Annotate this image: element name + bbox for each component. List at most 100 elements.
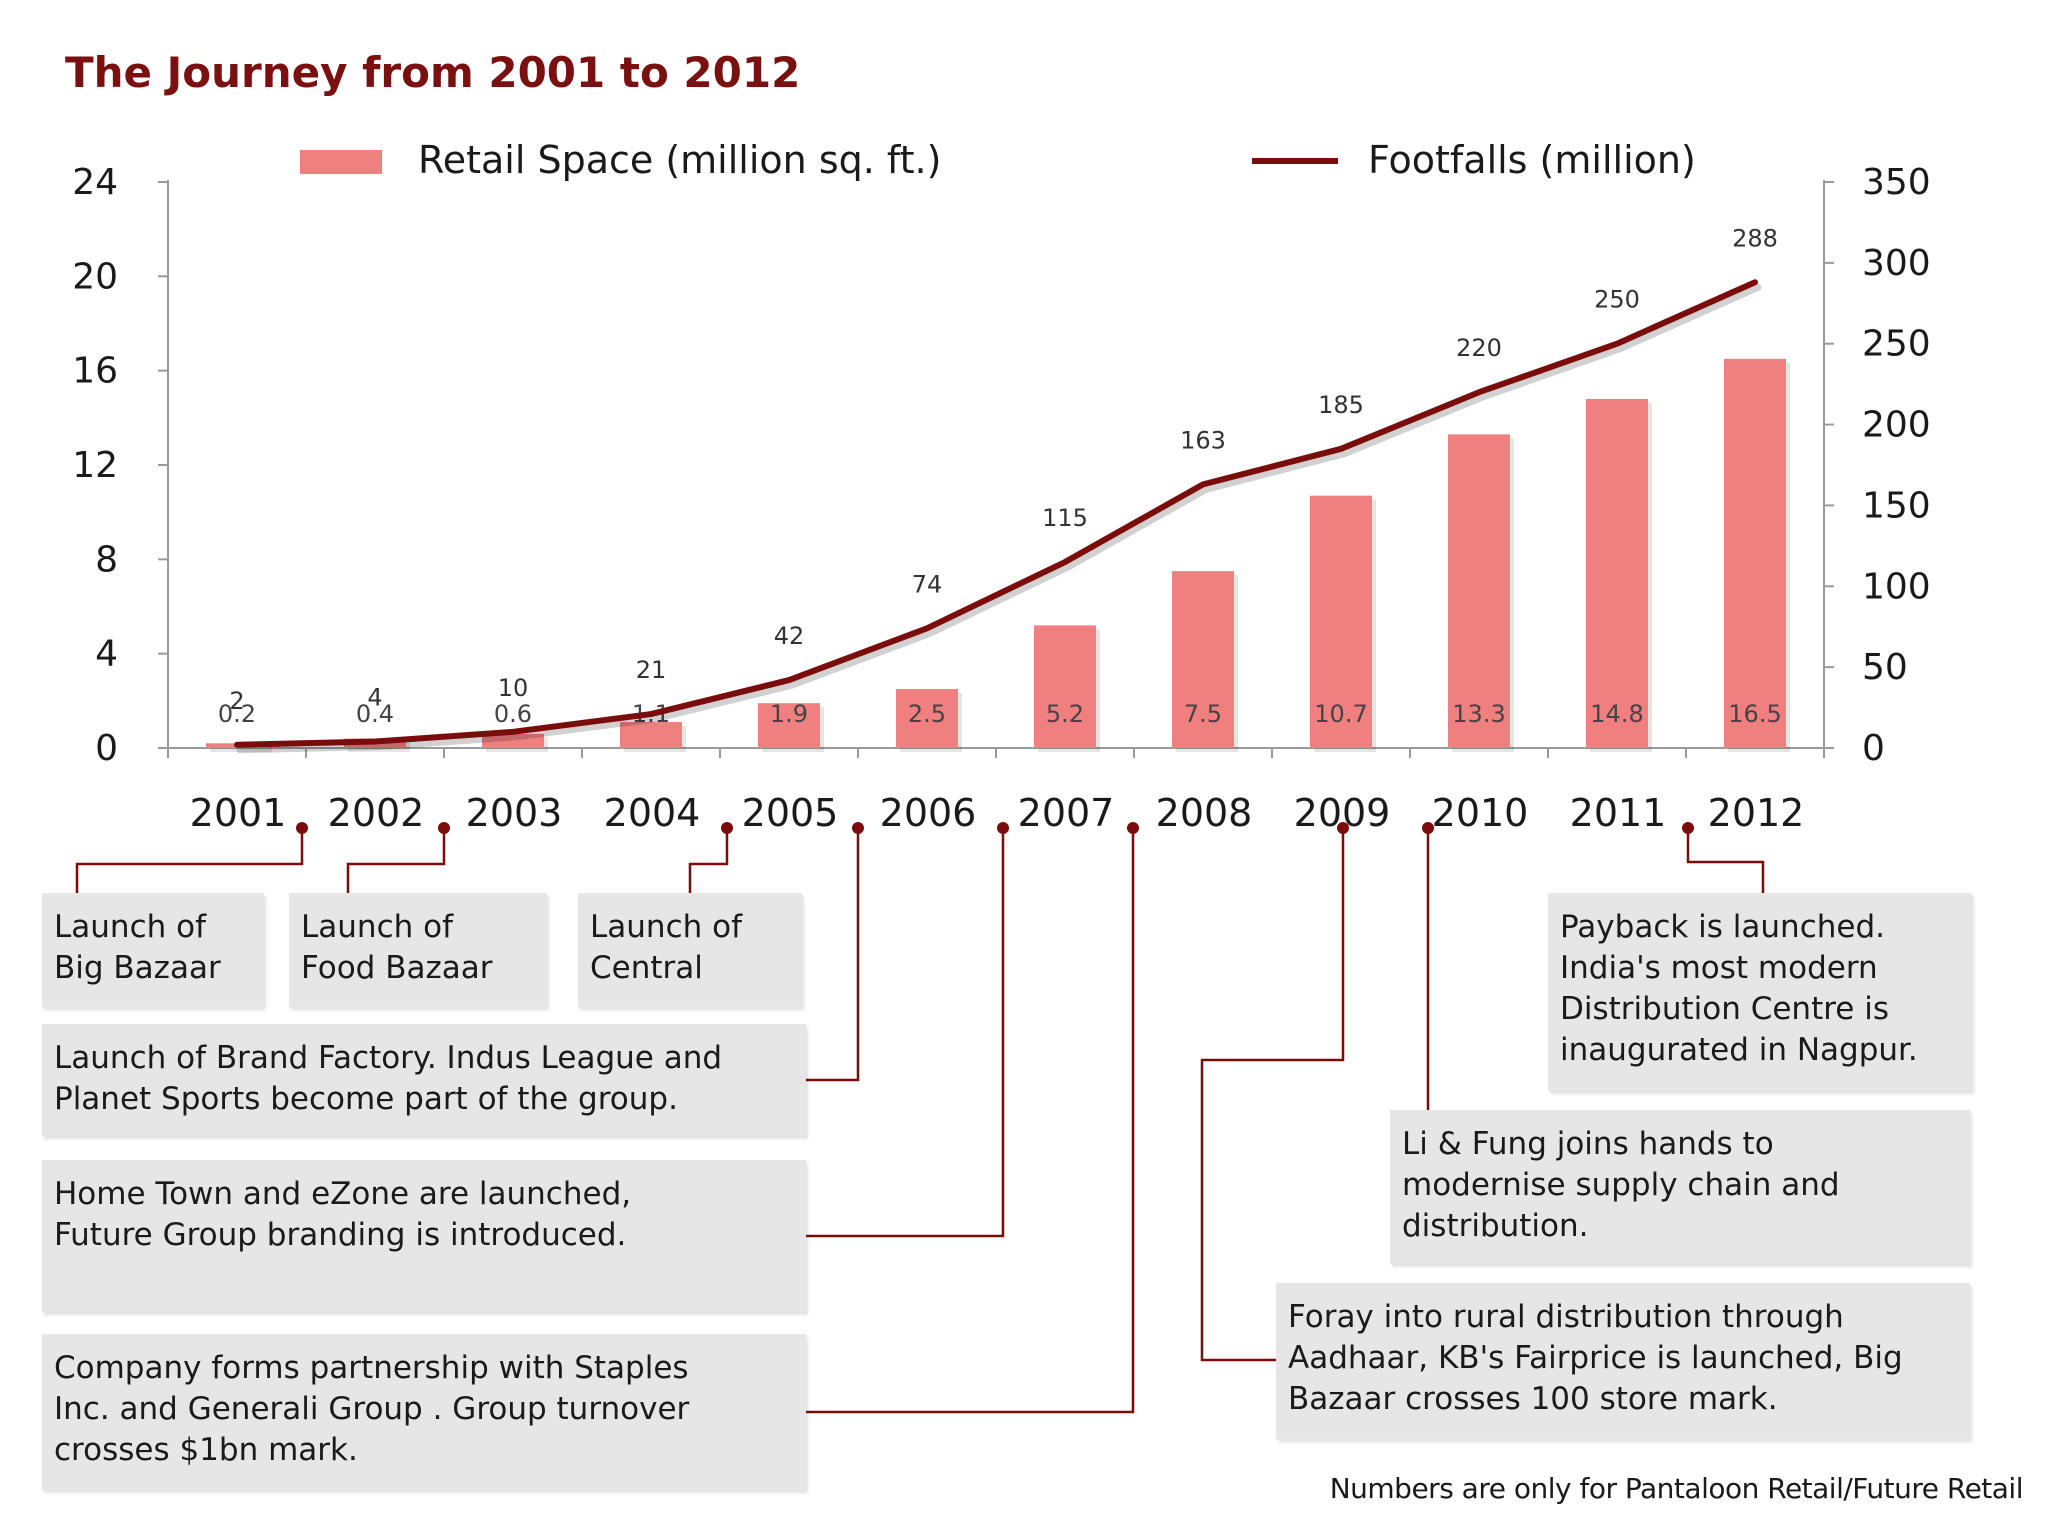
line-value-label: 74 [912,570,943,598]
bar-value-label: 0.6 [494,700,532,728]
annotation-connectors [75,828,1765,1414]
year-label: 2002 [328,791,425,835]
year-label: 2005 [742,791,839,835]
year-label: 2006 [880,791,977,835]
left-tick-label: 20 [72,256,118,297]
annotation-line: Planet Sports become part of the group. [54,1081,678,1117]
bar [1724,358,1786,748]
left-tick-label: 8 [95,539,118,580]
line-value-label: 220 [1456,334,1502,362]
annotation-staples: Company forms partnership with Staples I… [42,1334,806,1490]
line-shadow [236,283,1762,754]
right-tick-label: 0 [1862,728,1885,769]
annotation-line: Company forms partnership with Staples [54,1350,689,1386]
bar-value-label: 2.5 [908,700,946,728]
annotation-line: Distribution Centre is [1560,991,1889,1027]
annotation-payback: Payback is launched. India's most modern… [1548,893,1972,1091]
annotation-line: Central [590,950,703,986]
bar-value-label: 13.3 [1452,700,1505,728]
bar [1034,625,1096,748]
left-axis-ticks: 0 4 8 12 16 20 24 [72,162,168,769]
bar-value-label: 0.2 [218,700,256,728]
line-value-label: 10 [498,674,529,702]
annotation-line: crosses $1bn mark. [54,1432,358,1468]
bar [620,722,682,748]
legend-bar-swatch [300,150,382,174]
right-tick-label: 50 [1862,647,1908,688]
bar-series: 0.2 0.4 0.6 1.1 1.9 2.5 5.2 7.5 10.7 13.3 14.8 16.5 [206,358,1790,752]
footfalls-line [234,279,1758,748]
right-tick-label: 300 [1862,243,1931,284]
connector-2002 [346,828,446,894]
annotation-line: Inc. and Generali Group . Group turnover [54,1391,690,1427]
annotation-line: Foray into rural distribution through [1288,1299,1844,1335]
right-axis-ticks: 0 50 100 150 200 250 300 350 [1824,162,1931,769]
line-value-label: 2 [229,687,244,715]
connector-2011 [1686,828,1765,894]
bar-value-label: 0.4 [356,700,394,728]
bar [482,733,544,748]
line-series: 2 4 10 21 42 74 115 163 185 220 250 288 [229,224,1778,754]
annotation-line: Payback is launched. [1560,909,1885,945]
annotation-line: distribution. [1402,1208,1589,1244]
annotation-line: Bazaar crosses 100 store mark. [1288,1381,1778,1417]
line-value-label: 288 [1732,224,1778,252]
event-dot-2004 [721,822,733,834]
annotation-line: Home Town and eZone are launched, [54,1176,632,1212]
legend-line-label: Footfalls (million) [1368,138,1696,182]
bar-value-label: 7.5 [1184,700,1222,728]
year-label: 2011 [1570,791,1667,835]
bar-value-label: 1.9 [770,700,808,728]
year-label: 2008 [1156,791,1253,835]
bar [1172,571,1234,748]
year-label: 2007 [1018,791,1115,835]
bar-value-label: 5.2 [1046,700,1084,728]
annotation-line: Food Bazaar [301,950,493,986]
line-value-label: 4 [367,684,382,712]
event-dot-2002 [438,822,450,834]
bar [1310,495,1372,748]
bar [758,703,820,748]
event-dot-2001 [296,822,308,834]
bar [896,689,958,748]
line-value-label: 115 [1042,504,1088,532]
event-dot-2010 [1422,822,1434,834]
connector-2006 [806,828,1005,1238]
line-value-label: 163 [1180,426,1226,454]
annotation-line: Launch of Brand Factory. Indus League an… [54,1040,723,1076]
connector-2009 [1200,828,1345,1362]
event-dot-2006 [997,822,1009,834]
line-value-label: 185 [1318,391,1364,419]
annotation-li-fung: Li & Fung joins hands to modernise suppl… [1390,1110,1970,1264]
annotation-line: Launch of [301,909,453,945]
right-tick-label: 350 [1862,162,1931,203]
annotation-central: Launch of Central [578,893,802,1007]
annotation-line: Aadhaar, KB's Fairprice is launched, Big [1288,1340,1903,1376]
left-tick-label: 0 [95,728,118,769]
event-dots [296,822,1694,834]
bar [1448,434,1510,748]
left-tick-label: 16 [72,351,118,392]
annotation-brand-factory: Launch of Brand Factory. Indus League an… [42,1024,806,1136]
year-label: 2003 [466,791,563,835]
annotation-foray: Foray into rural distribution through Aa… [1276,1283,1970,1439]
year-label: 2012 [1708,791,1805,835]
annotation-line: Launch of [590,909,742,945]
connector-2004 [688,828,729,894]
annotation-line: inaugurated in Nagpur. [1560,1032,1918,1068]
left-tick-label: 12 [72,445,118,486]
left-tick-label: 4 [95,634,118,675]
annotation-line: Li & Fung joins hands to [1402,1126,1774,1162]
bar [1586,398,1648,748]
right-tick-label: 100 [1862,566,1931,607]
event-dot-2005 [852,822,864,834]
annotation-line: India's most modern [1560,950,1878,986]
bar-value-label: 10.7 [1314,700,1367,728]
connector-2005 [806,828,860,1082]
chart-title: The Journey from 2001 to 2012 [65,48,800,97]
bar-shadow [210,747,272,752]
line-value-label: 250 [1594,286,1640,314]
footnote: Numbers are only for Pantaloon Retail/Fu… [1329,1472,2024,1505]
